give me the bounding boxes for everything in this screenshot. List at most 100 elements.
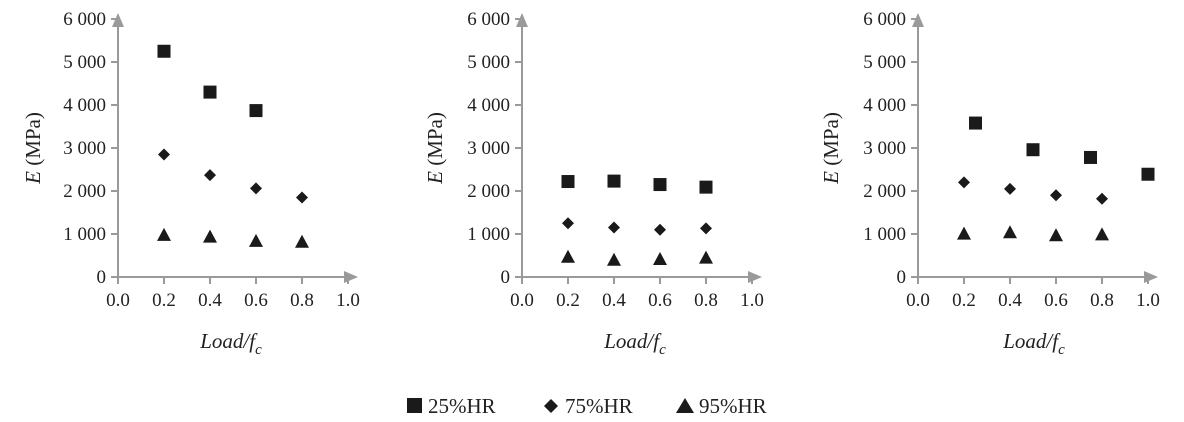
triangle-marker bbox=[1003, 225, 1017, 239]
x-tick-label: 0.6 bbox=[1044, 290, 1068, 311]
triangle-marker bbox=[1049, 228, 1063, 242]
x-tick-label: 0.0 bbox=[510, 290, 534, 311]
y-tick-label: 6 000 bbox=[63, 9, 106, 30]
panel-1: E (MPa) Load/fc 0 1 000 2 000 3 000 4 000 5 0… bbox=[21, 9, 360, 358]
square-marker bbox=[157, 44, 171, 58]
x-tick-label: 0.4 bbox=[998, 290, 1022, 311]
y-axis-title: E (MPa) bbox=[423, 112, 447, 185]
diamond-marker bbox=[1004, 182, 1016, 195]
y-tick-label: 1 000 bbox=[863, 224, 906, 245]
y-axis-variable: E bbox=[423, 171, 447, 185]
x-tick-label: 1.0 bbox=[1136, 290, 1160, 311]
y-tick-label: 5 000 bbox=[467, 52, 510, 73]
x-axis-title-main: Load/f bbox=[1002, 329, 1061, 353]
legend-label-95hr: 95%HR bbox=[699, 394, 767, 418]
y-tick-label: 3 000 bbox=[863, 138, 906, 159]
y-axis-variable: E bbox=[819, 171, 843, 185]
y-tick-label: 4 000 bbox=[863, 95, 906, 116]
y-tick-label: 3 000 bbox=[63, 138, 106, 159]
square-marker bbox=[969, 116, 982, 130]
square-marker bbox=[1084, 150, 1097, 164]
x-tick-label: 0.8 bbox=[694, 290, 718, 311]
triangle-marker bbox=[1095, 227, 1109, 241]
triangle-marker bbox=[157, 227, 171, 241]
legend-label-25hr: 25%HR bbox=[428, 394, 496, 418]
triangle-marker bbox=[249, 233, 263, 247]
y-axis-unit: (MPa) bbox=[21, 112, 45, 171]
y-tick-label: 5 000 bbox=[63, 52, 106, 73]
x-tick-label: 0.4 bbox=[198, 290, 222, 311]
square-marker bbox=[203, 85, 217, 99]
legend-label-75hr: 75%HR bbox=[565, 394, 633, 418]
square-marker bbox=[653, 178, 667, 192]
x-axis-title: Load/fc bbox=[199, 329, 262, 358]
diamond-marker bbox=[562, 217, 574, 230]
y-tick-label: 5 000 bbox=[863, 52, 906, 73]
diamond-marker bbox=[1050, 189, 1062, 202]
x-axis-title-subscript: c bbox=[659, 342, 666, 358]
y-tick-label: 1 000 bbox=[63, 224, 106, 245]
x-tick-label: 0.2 bbox=[952, 290, 976, 311]
y-axis-variable: E bbox=[21, 171, 45, 185]
diamond-marker bbox=[654, 223, 666, 236]
square-marker bbox=[607, 174, 621, 188]
y-tick-label: 4 000 bbox=[63, 95, 106, 116]
y-tick-label: 2 000 bbox=[467, 181, 510, 202]
y-tick-label: 2 000 bbox=[863, 181, 906, 202]
x-axis-title-main: Load/f bbox=[199, 329, 258, 353]
triangle-marker bbox=[295, 234, 309, 248]
y-tick-label: 1 000 bbox=[467, 224, 510, 245]
legend-marker-square bbox=[407, 398, 422, 413]
y-tick-label: 0 bbox=[501, 267, 511, 288]
y-tick-label: 6 000 bbox=[863, 9, 906, 30]
x-axis-title: Load/fc bbox=[603, 329, 666, 358]
x-axis-arrow-icon bbox=[1144, 271, 1158, 283]
y-tick-label: 6 000 bbox=[467, 9, 510, 30]
x-tick-label: 0.0 bbox=[906, 290, 930, 311]
triangle-marker bbox=[699, 250, 713, 264]
y-tick-label: 4 000 bbox=[467, 95, 510, 116]
triangle-marker bbox=[653, 251, 667, 265]
y-axis-title: E (MPa) bbox=[819, 112, 843, 185]
y-axis-unit: (MPa) bbox=[423, 112, 447, 171]
x-axis-title: Load/fc bbox=[1002, 329, 1065, 358]
y-tick-label: 3 000 bbox=[467, 138, 510, 159]
x-tick-label: 0.6 bbox=[648, 290, 672, 311]
y-axis-title: E (MPa) bbox=[21, 112, 45, 185]
x-axis-title-subscript: c bbox=[255, 342, 262, 358]
x-axis-title-subscript: c bbox=[1058, 342, 1065, 358]
x-tick-label: 1.0 bbox=[740, 290, 764, 311]
diamond-marker bbox=[296, 191, 308, 204]
x-tick-label: 1.0 bbox=[336, 290, 360, 311]
triangle-marker bbox=[957, 226, 971, 240]
x-axis-arrow-icon bbox=[748, 271, 762, 283]
y-tick-label: 0 bbox=[897, 267, 907, 288]
x-tick-label: 0.6 bbox=[244, 290, 268, 311]
x-tick-label: 0.4 bbox=[602, 290, 626, 311]
diamond-marker bbox=[958, 176, 970, 189]
x-tick-label: 0.8 bbox=[290, 290, 314, 311]
x-tick-label: 0.2 bbox=[152, 290, 176, 311]
x-tick-label: 0.2 bbox=[556, 290, 580, 311]
diamond-marker bbox=[204, 169, 216, 182]
square-marker bbox=[1026, 143, 1040, 157]
diamond-marker bbox=[250, 182, 262, 195]
triangle-marker bbox=[203, 229, 217, 243]
x-axis-arrow-icon bbox=[344, 271, 358, 283]
diamond-marker bbox=[700, 222, 712, 235]
diamond-marker bbox=[1096, 192, 1108, 205]
square-marker bbox=[249, 104, 263, 118]
panel-3: E (MPa) Load/fc 0 1 000 2 000 3 000 4 000 5 0… bbox=[819, 9, 1160, 358]
square-marker bbox=[1141, 167, 1155, 181]
y-tick-label: 2 000 bbox=[63, 181, 106, 202]
diamond-marker bbox=[608, 221, 620, 234]
triangle-marker bbox=[607, 252, 621, 266]
x-tick-label: 0.8 bbox=[1090, 290, 1114, 311]
square-marker bbox=[561, 175, 575, 189]
legend-marker-diamond bbox=[544, 399, 558, 413]
legend-marker-triangle bbox=[676, 398, 694, 413]
panel-2: E (MPa) Load/fc 0 1 000 2 000 3 000 4 000 5 0… bbox=[423, 9, 764, 358]
diamond-marker bbox=[158, 148, 170, 161]
x-axis-title-main: Load/f bbox=[603, 329, 662, 353]
